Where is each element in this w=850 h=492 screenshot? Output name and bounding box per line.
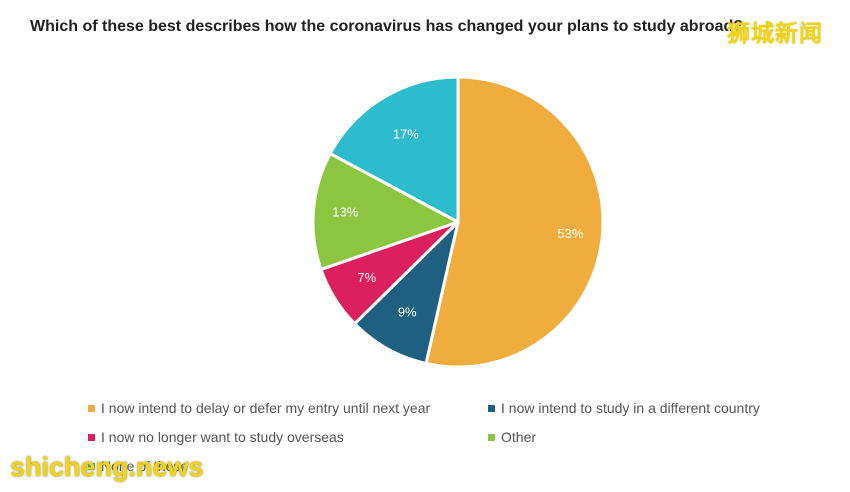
chart-title: Which of these best describes how the co… [30,18,744,35]
legend-swatch-none [88,462,95,470]
legend-item-other: Other [488,429,536,445]
slice-label-delay: 53% [557,226,583,241]
legend-item-none: None of these [88,458,188,474]
pie-slice-none [328,75,460,224]
legend-item-no-longer: I now no longer want to study overseas [88,429,344,445]
legend-swatch-no-longer [88,433,95,441]
legend-label-no-longer: I now no longer want to study overseas [101,429,344,445]
legend-label-delay: I now intend to delay or defer my entry … [101,400,431,416]
legend-label-none: None of these [101,458,189,474]
legend-label-other: Other [501,429,537,445]
legend-label-different-country: I now intend to study in a different cou… [501,400,760,416]
slice-label-no-longer: 7% [357,270,376,285]
pie-slice-different-country [353,220,460,365]
watermark-cn: 狮城新闻 [727,20,823,46]
watermark-en: shicheng.news [10,452,204,482]
legend-swatch-different-country [488,404,495,412]
legend-item-different-country: I now intend to study in a different cou… [488,400,760,416]
pie-slice-other [311,152,460,271]
pie-slices [311,75,605,369]
slice-label-none: 17% [393,126,419,141]
legend-item-delay: I now intend to delay or defer my entry … [88,400,430,416]
slice-label-different-country: 9% [398,305,417,320]
legend-swatch-other [488,433,495,441]
legend-swatch-delay [88,404,95,412]
pie-labels: 53% 9% 7% 13% 17% [332,126,584,319]
pie-slice-delay [424,75,605,369]
slice-label-other: 13% [332,204,358,219]
